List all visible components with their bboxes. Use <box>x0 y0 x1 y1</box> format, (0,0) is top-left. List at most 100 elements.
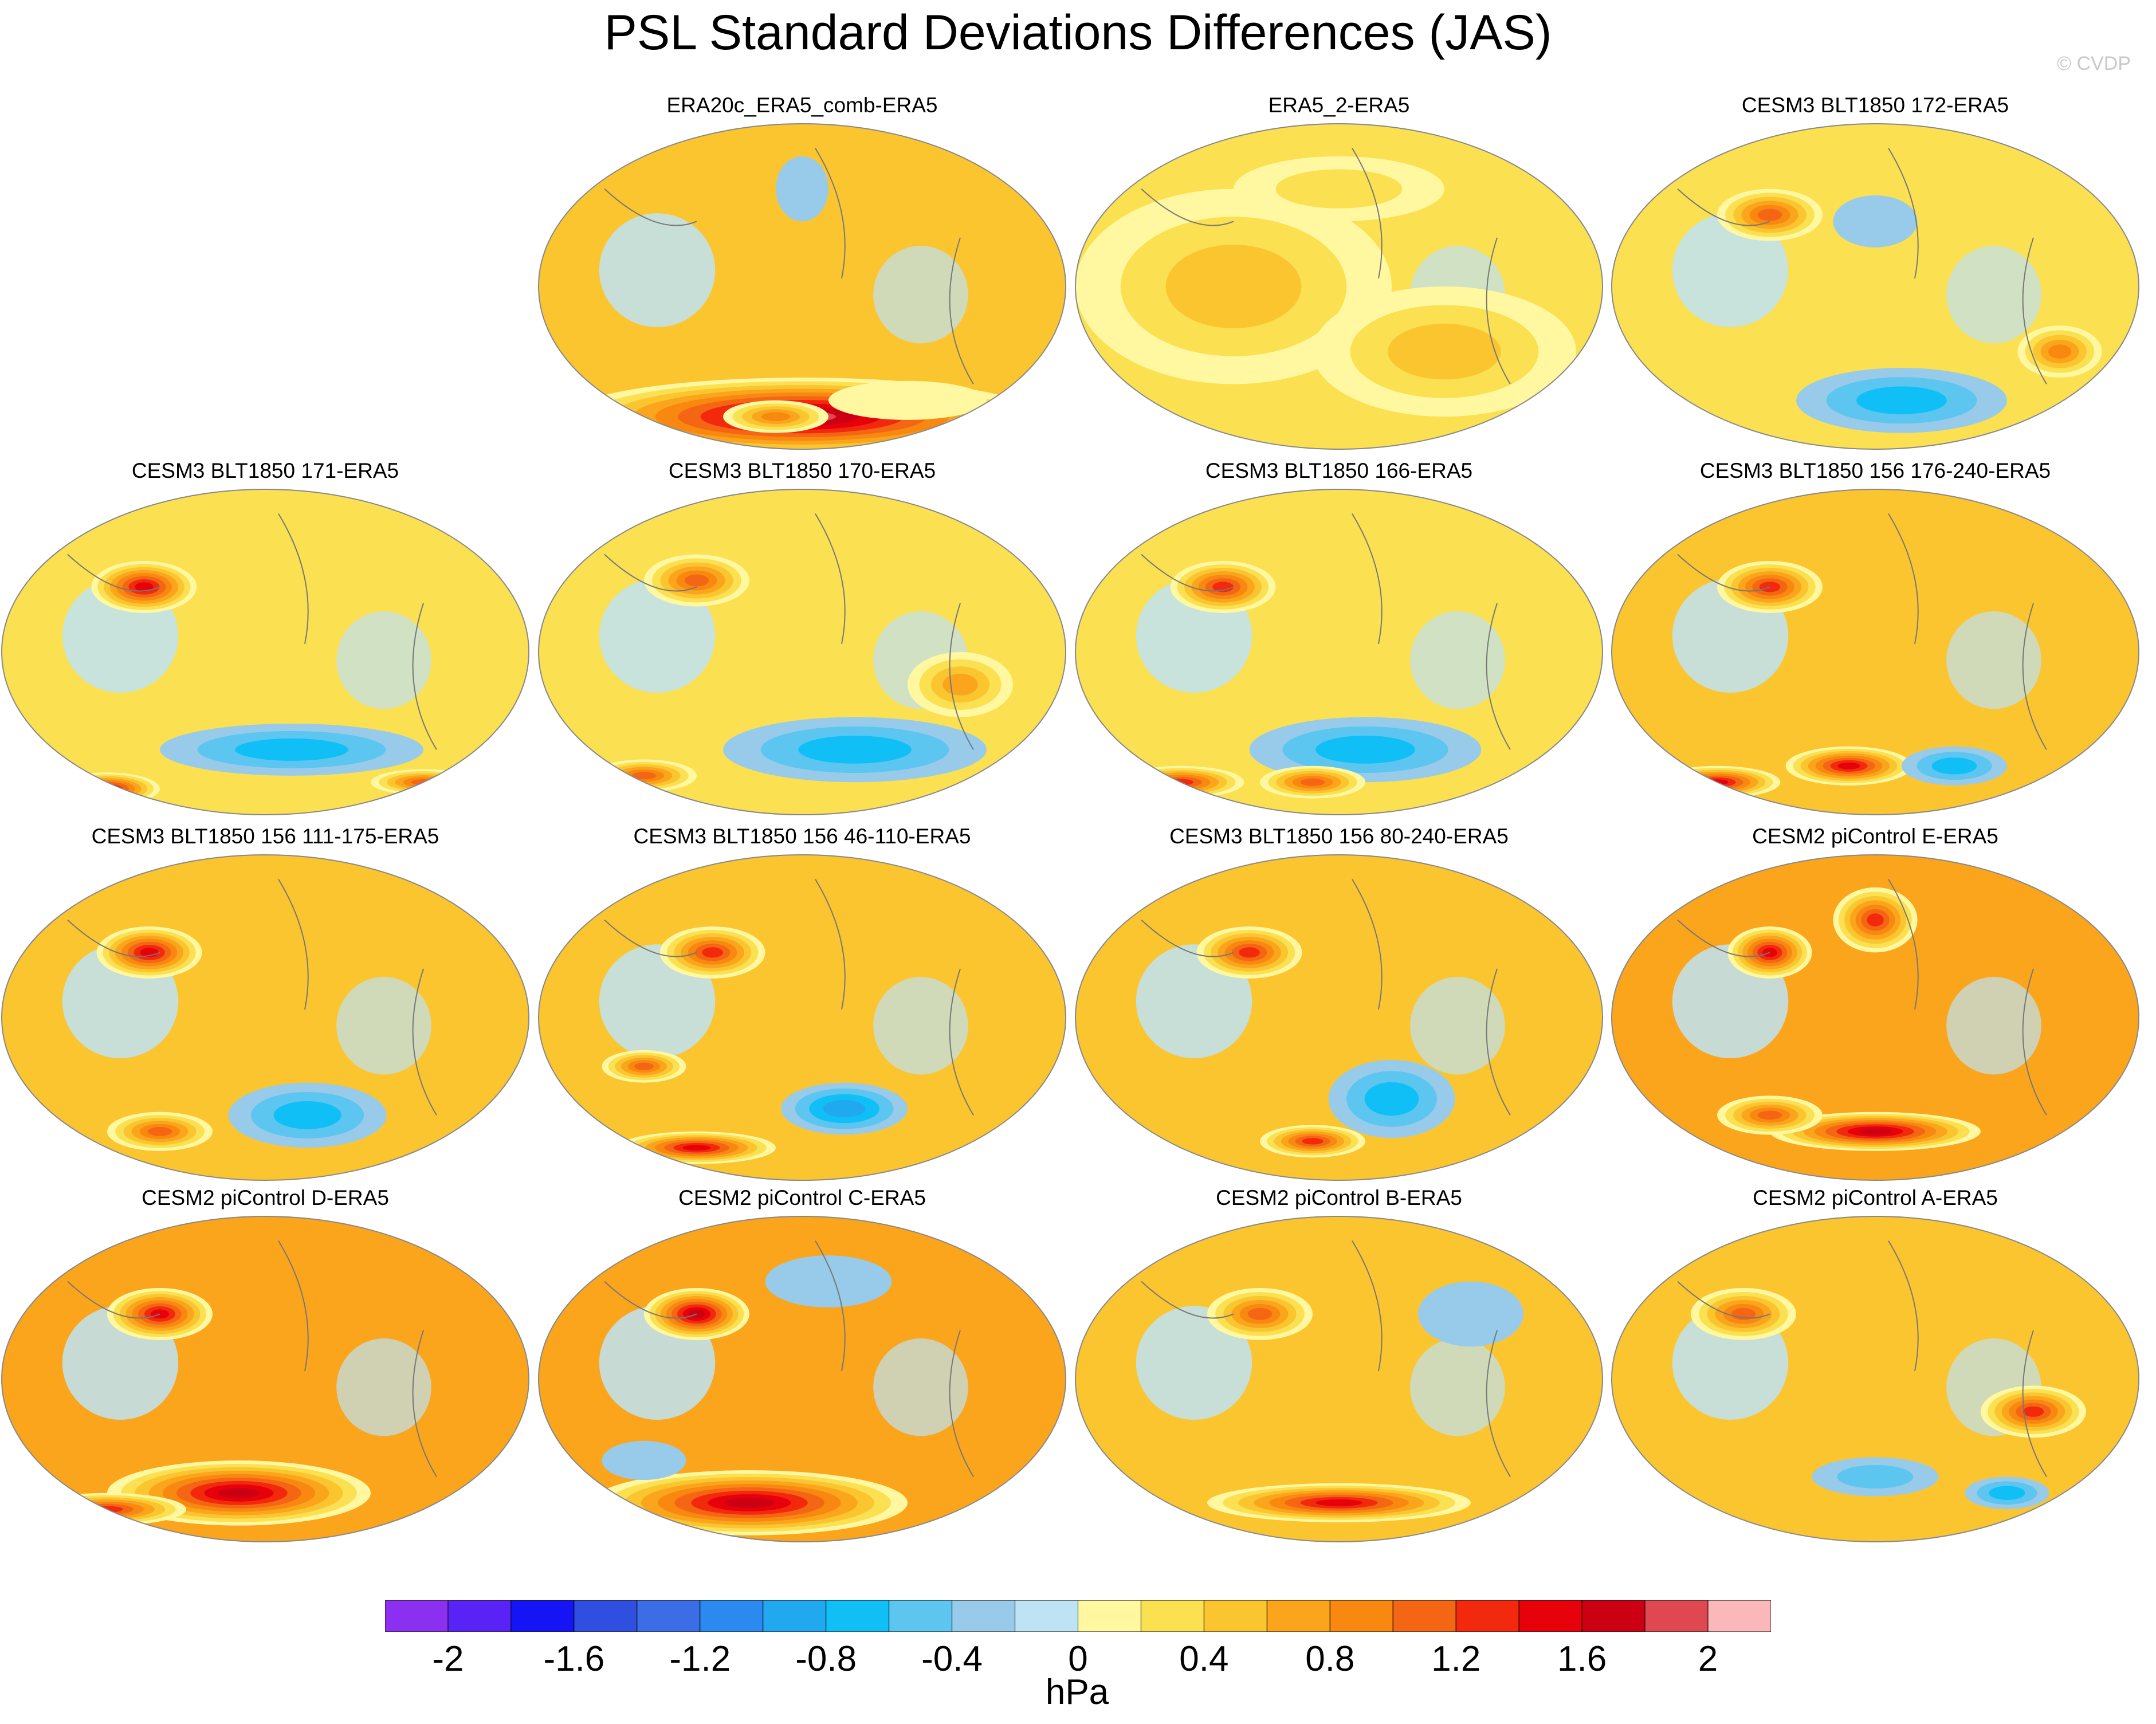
colorbar-bin <box>1015 1600 1078 1632</box>
map-panel <box>1612 1216 2139 1542</box>
anomaly-contour <box>776 156 828 222</box>
anomaly-contour <box>684 574 709 587</box>
map-border <box>538 489 1066 815</box>
colorbar-bin <box>1518 1600 1582 1632</box>
anomaly-contour <box>1856 386 1947 415</box>
anomaly-region <box>336 977 431 1075</box>
panel-title: CESM3 BLT1850 156 111-175-ERA5 <box>92 824 439 848</box>
anomaly-contour <box>1833 195 1918 248</box>
anomaly-region <box>599 213 716 327</box>
anomaly-region <box>873 246 968 344</box>
map-border <box>1 854 529 1181</box>
panel-title: CESM2 piControl B-ERA5 <box>1216 1186 1462 1209</box>
panel-title: ERA5_2-ERA5 <box>1269 93 1410 117</box>
anomaly-contour <box>761 412 791 421</box>
anomaly-contour <box>1165 244 1302 329</box>
anomaly-contour <box>97 786 117 792</box>
coastline <box>67 513 437 750</box>
anomaly-contour <box>2048 344 2072 359</box>
colorbar-tick-label: -0.8 <box>795 1639 857 1679</box>
anomaly-contour <box>1212 582 1234 592</box>
anomaly-contour <box>798 736 912 764</box>
anomaly-contour <box>2023 1406 2044 1417</box>
colorbar-tick-label: -1.2 <box>669 1639 731 1679</box>
coastline <box>67 879 437 1116</box>
colorbar-bin <box>1455 1600 1519 1632</box>
colorbar-bin <box>700 1600 764 1632</box>
colorbar-tick-label: 0.4 <box>1179 1639 1229 1679</box>
anomaly-contour <box>1302 1138 1324 1145</box>
anomaly-contour <box>1275 169 1403 209</box>
anomaly-region <box>336 611 431 709</box>
map-border <box>1075 854 1603 1181</box>
coastline <box>1677 1240 2047 1477</box>
panel-title: CESM3 BLT1850 156 176-240-ERA5 <box>1700 459 2051 482</box>
anomaly-contour <box>1931 757 1977 775</box>
anomaly-contour <box>235 738 348 761</box>
anomaly-contour <box>91 784 123 794</box>
colorbar-bin <box>889 1600 953 1632</box>
anomaly-region <box>1410 1338 1505 1436</box>
coastline <box>604 1240 974 1477</box>
coastline <box>67 1240 437 1477</box>
anomaly-contour <box>1300 778 1325 786</box>
coastline <box>1677 513 2047 750</box>
colorbar-tick-label: -1.6 <box>543 1639 605 1679</box>
map-border <box>1611 123 2139 450</box>
anomaly-contour <box>631 772 657 780</box>
map-panel <box>2 855 529 1180</box>
colorbar-bin <box>574 1600 638 1632</box>
anomaly-contour <box>823 1099 866 1118</box>
colorbar-tick-label: -2 <box>432 1639 464 1679</box>
anomaly-contour <box>702 947 723 958</box>
panel-title: CESM3 BLT1850 156 46-110-ERA5 <box>634 824 971 848</box>
colorbar-bin <box>385 1600 449 1632</box>
colorbar-bin <box>1392 1600 1456 1632</box>
anomaly-contour <box>147 1126 172 1136</box>
colorbar-bin <box>637 1600 701 1632</box>
colorbar-bin <box>826 1600 890 1632</box>
anomaly-contour <box>1989 1486 2025 1500</box>
anomaly-contour <box>765 1255 892 1308</box>
anomaly-contour <box>1315 1499 1362 1506</box>
anomaly-contour <box>1388 323 1501 380</box>
map-border <box>1 1216 529 1542</box>
panel-title: CESM2 piControl A-ERA5 <box>1753 1186 1998 1209</box>
anomaly-contour <box>1837 1464 1914 1489</box>
colorbar-bin <box>1140 1600 1204 1632</box>
colorbar-tick-label: 0.8 <box>1305 1639 1355 1679</box>
anomaly-contour <box>682 1145 711 1151</box>
anomaly-contour <box>724 1497 775 1508</box>
coastline <box>1141 1240 1511 1477</box>
map-panel <box>1075 124 1603 449</box>
map-border <box>1611 489 2139 815</box>
anomaly-region <box>873 977 968 1075</box>
panel-title: CESM2 piControl D-ERA5 <box>142 1186 389 1209</box>
anomaly-contour <box>150 1309 170 1319</box>
map-panel <box>1612 489 2139 815</box>
map-panel <box>1612 124 2139 449</box>
coastline <box>604 148 974 384</box>
map-panel <box>539 124 1066 449</box>
anomaly-contour <box>942 673 978 696</box>
map-border <box>1611 1216 2139 1542</box>
anomaly-region <box>1672 213 1789 327</box>
map-border <box>1611 854 2139 1181</box>
colorbar-bin <box>1329 1600 1393 1632</box>
anomaly-contour <box>634 1062 654 1070</box>
panel-title: ERA20c_ERA5_comb-ERA5 <box>667 93 938 117</box>
anomaly-contour <box>1858 1128 1892 1135</box>
colorbar-bin <box>1203 1600 1267 1632</box>
anomaly-contour <box>1315 736 1415 764</box>
anomaly-contour <box>1837 762 1860 769</box>
colorbar-tick-label: -0.4 <box>921 1639 983 1679</box>
anomaly-contour <box>1418 1281 1523 1347</box>
colorbar-bin <box>1581 1600 1646 1632</box>
anomaly-region <box>1136 1306 1252 1420</box>
map-panel <box>1075 855 1603 1180</box>
panel-title: CESM3 BLT1850 172-ERA5 <box>1742 93 2009 117</box>
colorbar-bin <box>1644 1600 1709 1632</box>
anomaly-contour <box>688 1310 705 1318</box>
coastline <box>1677 879 2047 1116</box>
anomaly-contour <box>1364 1082 1419 1116</box>
